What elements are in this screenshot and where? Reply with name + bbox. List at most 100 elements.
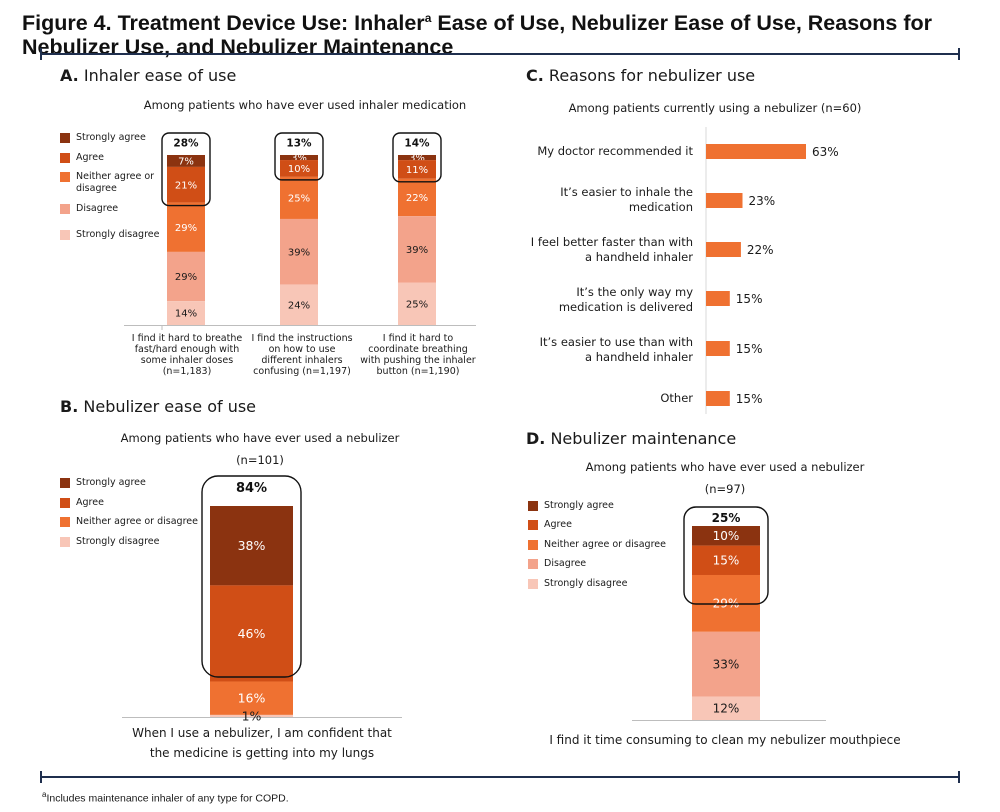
bar-segment [210, 681, 293, 715]
data-label: 10% [288, 164, 310, 175]
bar [706, 193, 743, 208]
bar-segment [398, 155, 436, 161]
panel-c-category-label: It’s easier to use than with a handheld … [539, 335, 693, 364]
panel-c-chart: 63% 23% 22% 15% 15% 15% [705, 127, 839, 414]
bar-segment [210, 714, 293, 717]
footer-rule [40, 771, 960, 783]
legend-swatch [60, 133, 70, 143]
highlight-box [392, 132, 442, 183]
panel-c-title: C. Reasons for nebulizer use [526, 66, 756, 85]
panel-b-subtitle: Among patients who have ever used a nebu… [120, 431, 400, 445]
data-label: 39% [406, 245, 428, 256]
bar-segment [280, 160, 318, 177]
bar-segment [692, 631, 760, 697]
highlight-total: 25% [712, 511, 741, 525]
panel-a-chart: 7%21%29%29%14%28%3%10%25%39%24%13%3%11%2… [124, 132, 476, 330]
data-label: 33% [713, 657, 740, 671]
highlight-box [201, 475, 302, 678]
highlight-total: 14% [404, 138, 430, 150]
data-label: 25% [288, 194, 310, 205]
data-label: 16% [238, 691, 266, 706]
legend-swatch [528, 579, 538, 589]
data-label: 29% [175, 272, 197, 283]
legend-swatch [60, 537, 70, 547]
panel-d-n: (n=97) [704, 482, 746, 496]
bar-segment [280, 176, 318, 219]
footnote: aIncludes maintenance inhaler of any typ… [42, 790, 289, 805]
legend-swatch [60, 498, 70, 508]
legend-item: Disagree [528, 558, 586, 570]
legend-item: Strongly disagree [60, 229, 159, 241]
figure-title: Figure 4. Treatment Device Use: Inhalera… [22, 11, 933, 60]
panel-a-category-label: I find the instructions on how to use di… [251, 333, 353, 377]
bar-segment [692, 545, 760, 575]
legend-item: Neither agree or disagree [60, 171, 156, 195]
data-label: 10% [713, 529, 740, 543]
bar-segment [280, 218, 318, 285]
bar-segment [280, 284, 318, 325]
legend-item: Strongly disagree [60, 536, 159, 548]
bar-segment [167, 155, 205, 167]
data-label: 7% [178, 157, 194, 168]
bar [706, 341, 730, 356]
panel-b-category-label: When I use a nebulizer, I am confident t… [132, 726, 392, 760]
legend-swatch [60, 517, 70, 527]
legend-item: Strongly agree [528, 500, 614, 512]
highlight-total: 13% [286, 138, 312, 150]
legend-swatch [528, 540, 538, 550]
highlight-box [161, 132, 211, 207]
data-label: 21% [175, 180, 197, 191]
panel-a-category-label: I find it hard to coordinate breathing w… [360, 333, 476, 377]
bar-segment [692, 696, 760, 720]
bar-segment [167, 166, 205, 203]
panel-d-subtitle: Among patients who have ever used a nebu… [585, 460, 865, 474]
highlight-total: 28% [173, 138, 199, 150]
data-label: 29% [175, 223, 197, 234]
highlight-total: 84% [236, 481, 267, 496]
data-label: 15% [713, 554, 740, 568]
bar-segment [398, 160, 436, 179]
title-rule [40, 48, 960, 60]
legend-item: Neither agree or disagree [60, 516, 198, 528]
panel-b-title: B. Nebulizer ease of use [60, 397, 257, 416]
data-label: 39% [288, 247, 310, 258]
legend-item: Strongly agree [60, 132, 146, 144]
legend-swatch [60, 153, 70, 163]
panel-d-category-label: I find it time consuming to clean my neb… [549, 733, 901, 747]
data-label: 38% [238, 538, 266, 553]
highlight-box [274, 132, 324, 181]
legend-item: Neither agree or disagree [528, 539, 666, 551]
legend-swatch [60, 230, 70, 240]
panel-c-category-label: I feel better faster than with a handhel… [530, 235, 693, 264]
bar [706, 391, 730, 406]
legend-item: Agree [528, 519, 572, 531]
legend-swatch [528, 559, 538, 569]
legend-item: Agree [60, 497, 104, 509]
data-label: 3% [291, 153, 307, 164]
data-label: 22% [747, 243, 774, 257]
bar-segment [280, 155, 318, 161]
bar-segment [210, 585, 293, 682]
data-label: 15% [736, 392, 763, 406]
bar-segment [398, 282, 436, 325]
legend-swatch [60, 172, 70, 182]
data-label: 24% [288, 300, 310, 311]
legend-item: Strongly disagree [528, 578, 627, 590]
panel-b-n: (n=101) [236, 453, 284, 467]
bar [706, 291, 730, 306]
bar [706, 242, 741, 257]
data-label: 14% [175, 309, 197, 320]
legend-swatch [528, 520, 538, 530]
data-label: 11% [406, 165, 428, 176]
bar-segment [167, 251, 205, 302]
bar-segment [692, 526, 760, 546]
data-label: 63% [812, 145, 839, 159]
data-label: 23% [749, 194, 776, 208]
panel-a-subtitle: Among patients who have ever used inhale… [143, 98, 467, 112]
panel-a-category-label: I find it hard to breathe fast/hard enou… [131, 333, 243, 377]
panel-c-category-label: It’s the only way my medication is deliv… [558, 285, 693, 314]
bar [706, 144, 806, 159]
highlight-box [683, 506, 769, 605]
legend-item: Strongly agree [60, 477, 146, 489]
